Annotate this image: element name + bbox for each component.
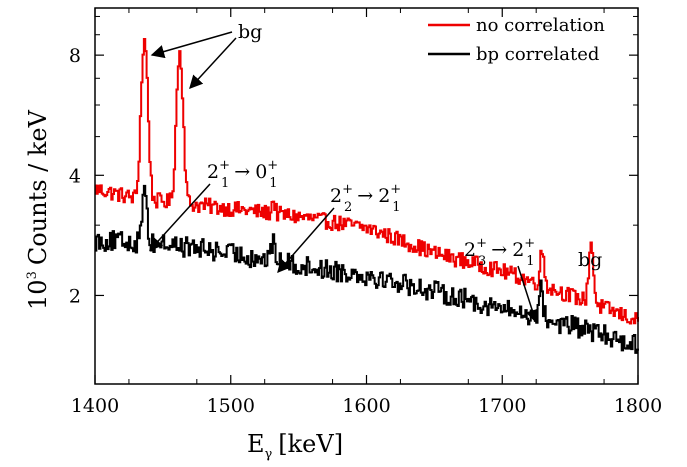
annotation-transition-22-21: 2+ 2→ 2+ 1 — [330, 182, 401, 215]
y-axis-label: 103Counts / keV — [24, 109, 52, 310]
legend-label-no-correlation: no correlation — [476, 15, 605, 36]
series-layer — [95, 38, 639, 354]
y-tick-label: 2 — [69, 285, 81, 307]
legend-label-bp-correlated: bp correlated — [476, 44, 599, 65]
x-tick-label: 1500 — [207, 395, 255, 417]
x-tick-label: 1600 — [342, 395, 390, 417]
axis-layer: 1400 1500 1600 1700 1800 2 4 8 — [69, 7, 662, 417]
x-tick-label: 1400 — [71, 395, 119, 417]
annotation-bg-right: bg — [578, 249, 602, 271]
x-tick-label: 1800 — [614, 395, 662, 417]
annotation-arrow-21-01 — [149, 183, 211, 251]
annotation-arrow-22-21 — [277, 207, 335, 274]
annotation-bg-top: bg — [238, 21, 262, 43]
x-axis-label: Eγ [keV] — [247, 430, 343, 462]
y-tick-label: 4 — [69, 165, 81, 187]
legend: no correlation bp correlated — [428, 15, 605, 65]
annotation-arrow-23-21 — [517, 265, 539, 324]
y-tick-label: 8 — [69, 45, 81, 67]
annotation-transition-21-01: 2+ 1→ 0+ 1 — [207, 158, 278, 191]
series-line-no-correlation — [95, 38, 639, 325]
annotation-transition-23-21: 2+ 3→ 2+ 1 — [464, 236, 535, 269]
annotation-arrow-bg-2 — [189, 37, 237, 89]
series-line-bp-correlated — [95, 184, 639, 354]
annotation-arrow-bg-1 — [150, 31, 233, 59]
annotations: bg 2+ 1→ 0+ 1 2+ 2→ 2+ 1 2+ 3→ 2+ 1 bg — [149, 21, 602, 324]
x-tick-label: 1700 — [478, 395, 526, 417]
